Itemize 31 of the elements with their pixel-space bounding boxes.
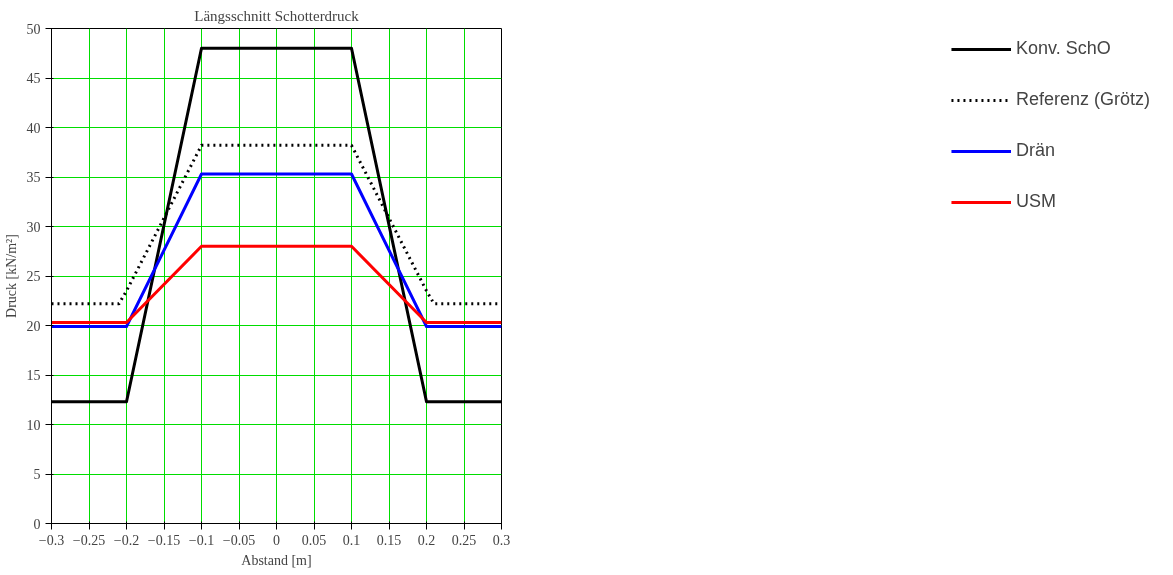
x-tick-label: 0.05	[301, 532, 327, 548]
y-tick-label: 40	[26, 120, 41, 136]
y-tick-label: 0	[33, 516, 41, 532]
y-tick-label: 10	[26, 417, 41, 433]
y-tick-label: 5	[33, 467, 41, 482]
y-tick-label: 20	[26, 318, 41, 334]
x-tick-label: 0.3	[492, 532, 511, 548]
y-tick-label: 35	[26, 170, 41, 185]
x-tick-label: −0.05	[222, 532, 256, 548]
y-tick-label: 45	[26, 71, 41, 86]
x-tick-label: 0	[273, 532, 280, 548]
y-tick-label: 50	[26, 21, 41, 37]
x-tick-label: 0.1	[342, 532, 361, 548]
legend-label: USM	[1015, 191, 1056, 212]
x-tick-label: 0.2	[417, 532, 436, 548]
legend-label: Referenz (Grötz)	[1015, 89, 1150, 110]
x-tick-label: −0.2	[113, 532, 140, 548]
x-tick-label: −0.1	[188, 532, 215, 548]
legend-label: Drän	[1015, 140, 1055, 161]
x-tick-label: 0.15	[376, 532, 402, 548]
y-tick-label: 30	[26, 219, 41, 235]
y-tick-label: 25	[26, 269, 41, 284]
x-axis-title: Abstand [m]	[241, 552, 312, 568]
x-tick-label: −0.15	[147, 532, 181, 548]
y-axis-title: Druck [kN/m²]	[3, 234, 19, 318]
x-tick-label: −0.3	[38, 532, 65, 548]
y-tick-label: 15	[26, 368, 41, 383]
chart-title: Längsschnitt Schotterdruck	[194, 7, 360, 24]
x-tick-label: 0.25	[451, 532, 477, 548]
x-tick-label: −0.25	[72, 532, 106, 548]
legend-label: Konv. SchO	[1015, 38, 1111, 59]
